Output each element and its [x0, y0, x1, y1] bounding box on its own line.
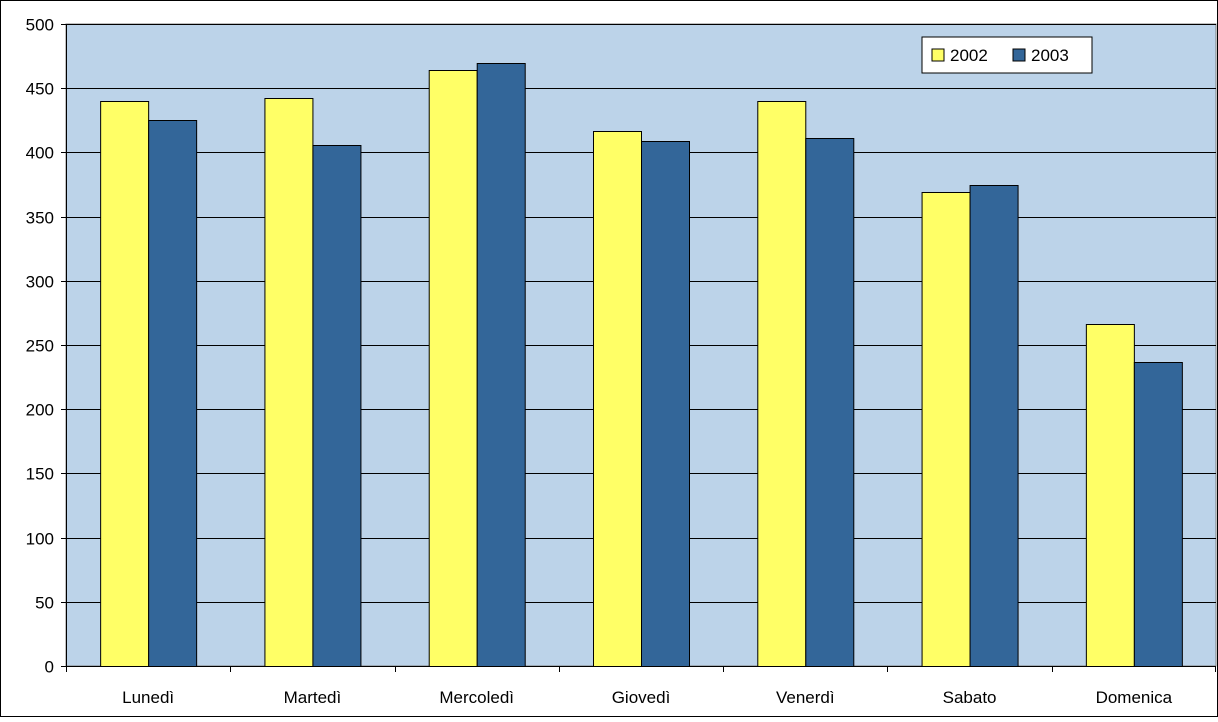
x-tick-label: Giovedì: [612, 688, 671, 707]
x-tick-label: Venerdì: [776, 688, 835, 707]
y-tick-label: 350: [26, 209, 54, 228]
legend-box: [921, 36, 1093, 74]
bar-2003-Lunedì: [148, 120, 198, 667]
legend: 2002 2003: [921, 36, 1093, 74]
y-tick-label: 200: [26, 401, 54, 420]
y-tick-label: 50: [35, 594, 54, 613]
bar-2003-Mercoledì: [476, 63, 526, 667]
bar-2002-Mercoledì: [428, 70, 478, 667]
bar-2002-Sabato: [921, 192, 971, 667]
x-tick-label: Mercoledì: [439, 688, 514, 707]
y-tick-label: 250: [26, 337, 54, 356]
y-tick-label: 100: [26, 530, 54, 549]
bar-2002-Giovedì: [593, 131, 642, 667]
axes: 0 50 100 150 200 250 300 350 400 450 500 Lunedì Mart…: [26, 16, 1216, 707]
x-tick-label: Sabato: [943, 688, 997, 707]
y-tick-label: 450: [26, 80, 54, 99]
bar-2003-Giovedì: [641, 141, 690, 667]
bar-2003-Venerdì: [805, 138, 855, 667]
bar-2002-Martedì: [264, 98, 314, 667]
legend-swatch-2003: [1012, 48, 1026, 62]
bar-2003-Martedì: [312, 145, 362, 667]
y-tick-label: 400: [26, 144, 54, 163]
y-tick-label: 500: [26, 16, 54, 35]
y-tick-label: 300: [26, 273, 54, 292]
bar-2003-Domenica: [1133, 362, 1183, 667]
bar-2002-Domenica: [1085, 324, 1135, 667]
y-tick-label: 0: [45, 658, 54, 677]
x-tick-label: Lunedì: [122, 688, 174, 707]
bar-2002-Lunedì: [100, 101, 150, 667]
bar-2003-Sabato: [969, 185, 1019, 667]
legend-swatch-2002: [931, 48, 945, 62]
bar-2002-Venerdì: [757, 101, 807, 667]
y-tick-label: 150: [26, 465, 54, 484]
legend-label-2002: 2002: [950, 46, 988, 65]
x-tick-label: Domenica: [1096, 688, 1173, 707]
x-tick-label: Martedì: [284, 688, 342, 707]
legend-label-2003: 2003: [1031, 46, 1069, 65]
